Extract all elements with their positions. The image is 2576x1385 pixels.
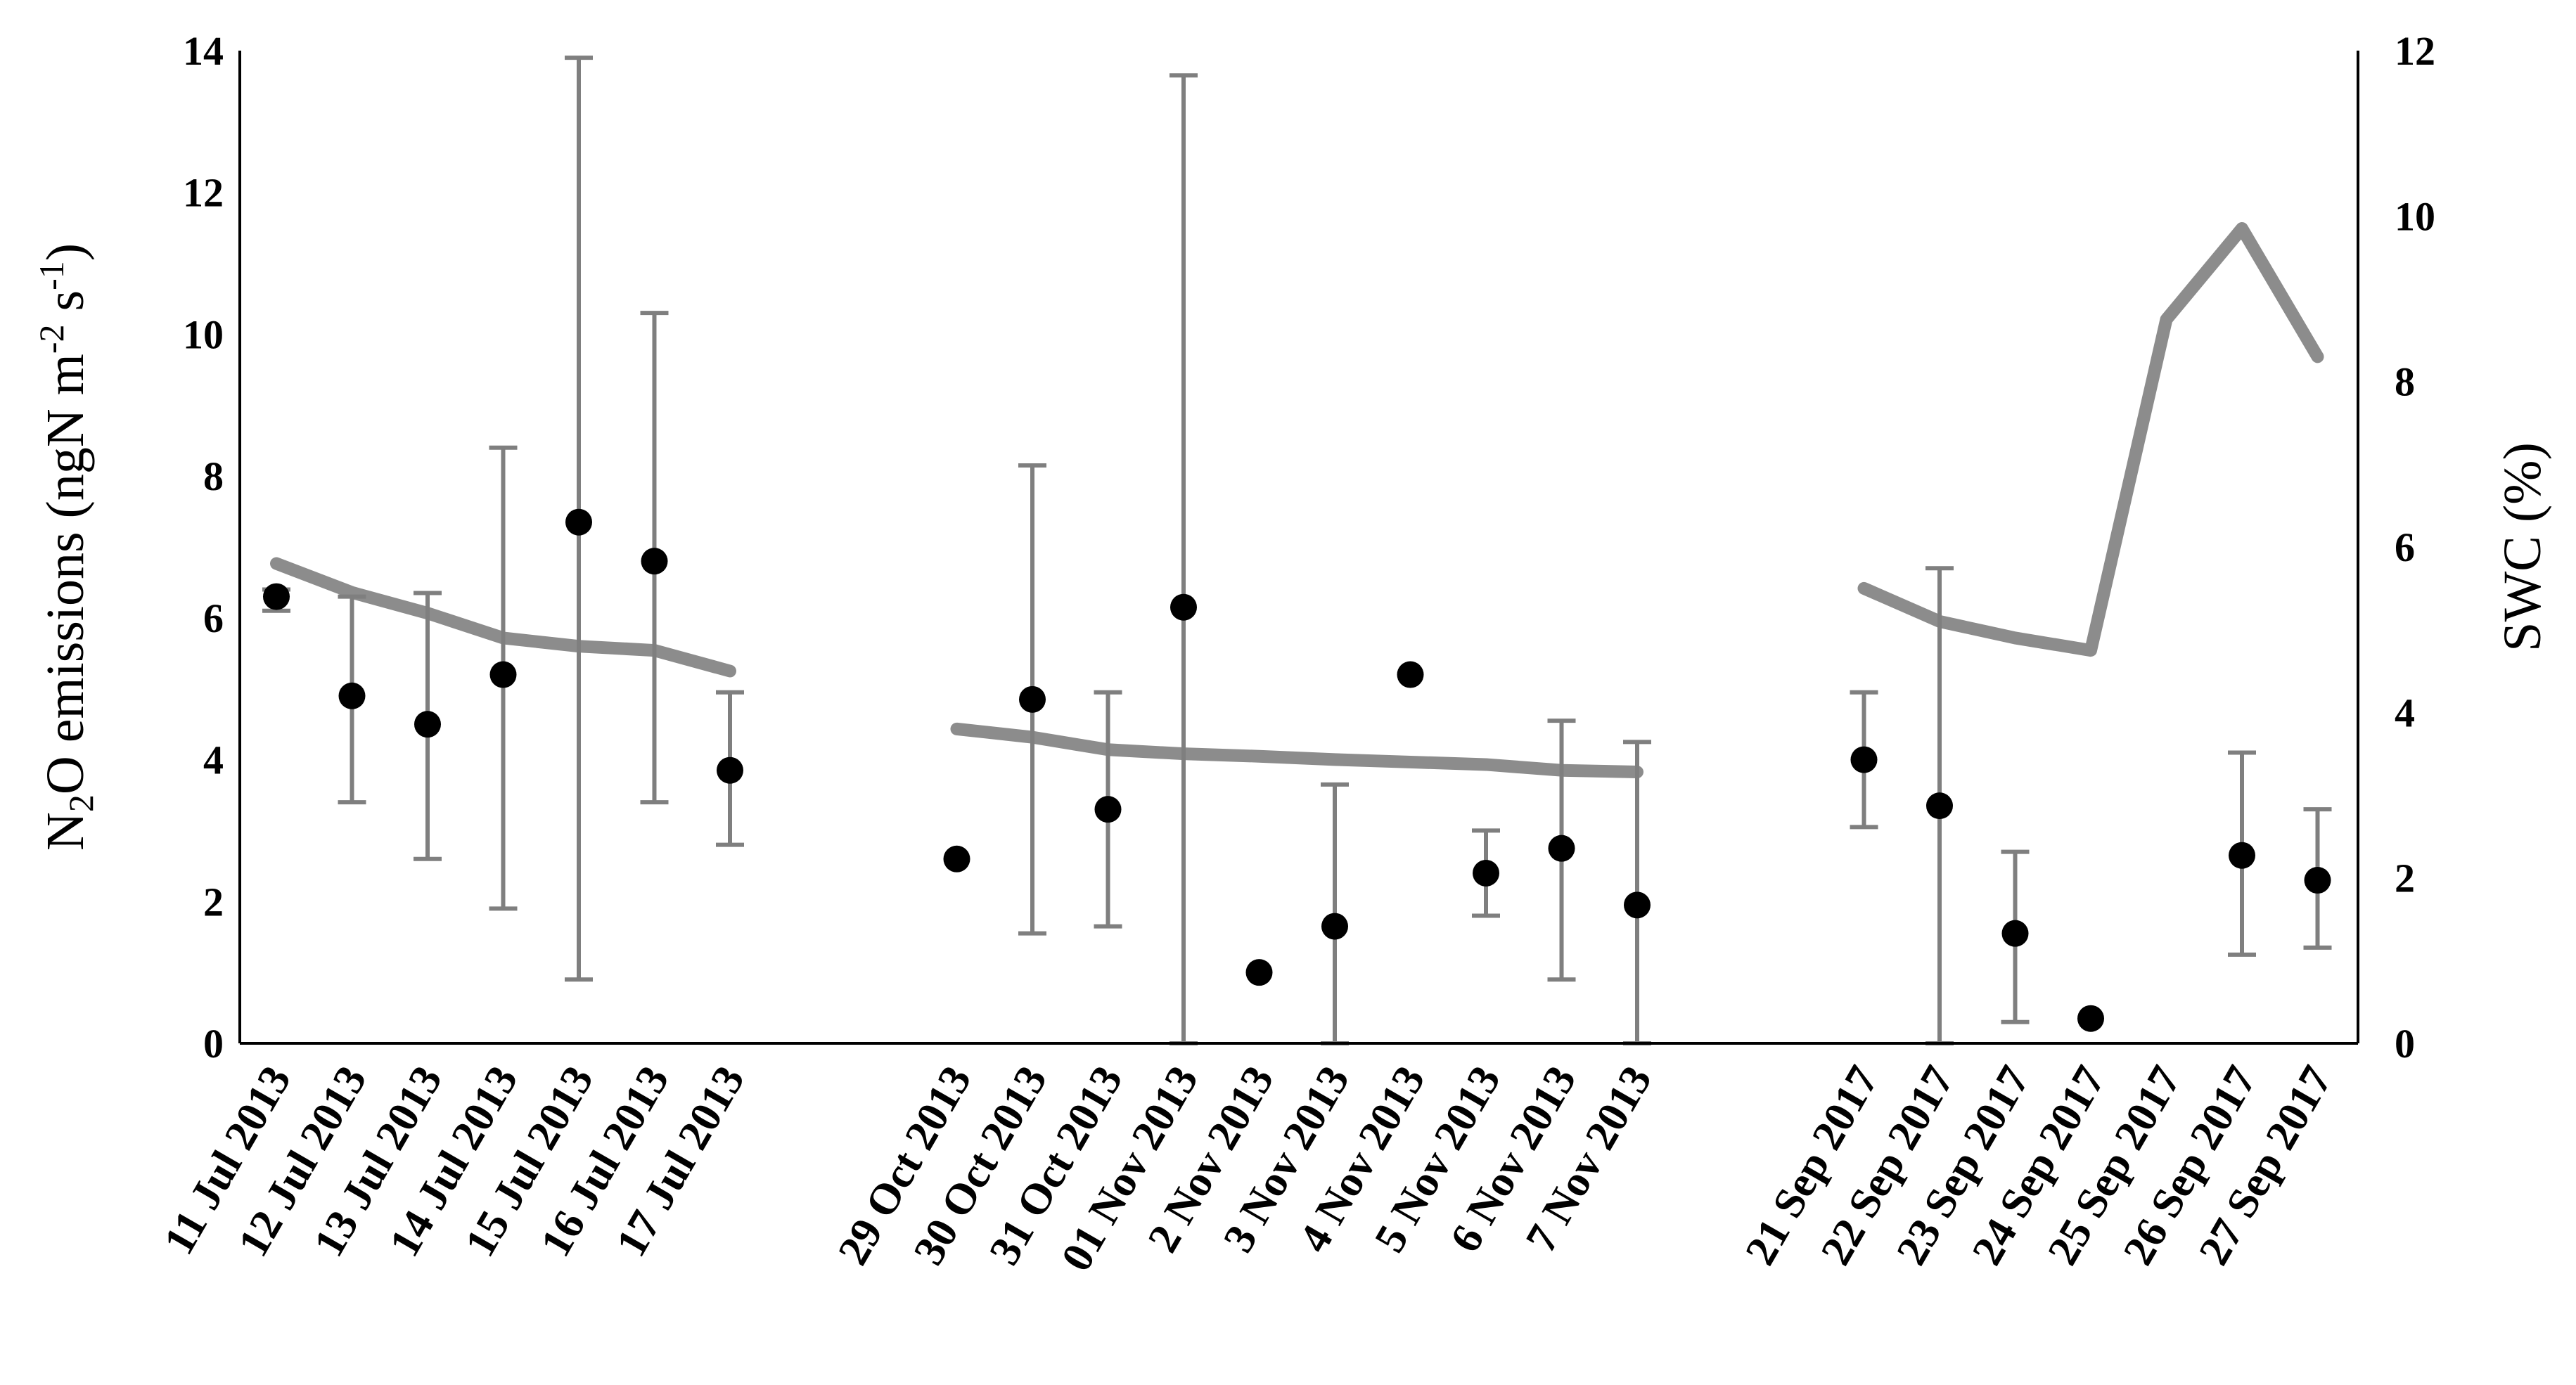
n2o-point bbox=[1170, 593, 1197, 621]
n2o-series bbox=[263, 508, 2331, 1032]
left-y-tick-label: 4 bbox=[203, 737, 224, 783]
left-y-tick-label: 0 bbox=[203, 1021, 224, 1067]
right-y-tick-label: 6 bbox=[2395, 524, 2415, 570]
n2o-point bbox=[2304, 867, 2331, 894]
n2o-point bbox=[717, 756, 743, 784]
n2o-point bbox=[263, 583, 290, 610]
right-y-tick-label: 4 bbox=[2395, 690, 2415, 735]
n2o-point bbox=[1926, 792, 1953, 820]
n2o-point bbox=[338, 682, 366, 709]
left-y-tick-label: 8 bbox=[203, 453, 224, 499]
right-y-tick-label: 0 bbox=[2395, 1021, 2415, 1067]
n2o-point bbox=[1548, 835, 1575, 862]
right-y-tick-label: 10 bbox=[2395, 193, 2435, 239]
right-y-axis-title: SWC (%) bbox=[2493, 442, 2552, 652]
n2o-point bbox=[1850, 746, 1878, 773]
right-y-tick-label: 12 bbox=[2395, 28, 2435, 74]
n2o-point bbox=[641, 548, 668, 575]
right-y-tick-label: 2 bbox=[2395, 856, 2415, 901]
left-y-tick-label: 14 bbox=[183, 28, 224, 74]
left-y-tick-label: 10 bbox=[183, 311, 224, 357]
n2o-point bbox=[489, 661, 517, 688]
n2o-point bbox=[2077, 1005, 2104, 1032]
swc-line bbox=[1857, 221, 2324, 657]
n2o-point bbox=[1019, 685, 1046, 713]
left-y-axis-title: N2O emissions (ngN m-2 s-1) bbox=[32, 243, 101, 851]
n2o-point bbox=[2229, 842, 2255, 869]
swc-line bbox=[950, 722, 1643, 779]
right-y-tick-label: 8 bbox=[2395, 359, 2415, 405]
swc-series bbox=[270, 221, 2324, 779]
axes bbox=[238, 51, 2359, 1045]
n2o-point bbox=[2001, 920, 2029, 947]
n2o-point bbox=[1397, 661, 1424, 688]
n2o-error-bars bbox=[262, 56, 2332, 1045]
n2o-point bbox=[1245, 959, 1273, 986]
n2o-point bbox=[1624, 891, 1651, 919]
left-y-tick-label: 2 bbox=[203, 879, 224, 925]
left-y-tick-label: 6 bbox=[203, 595, 224, 641]
right-y-tick-labels: 0 2 4 6 8 10 12 bbox=[2395, 28, 2435, 1067]
n2o-point bbox=[565, 508, 592, 536]
left-y-tick-labels: 0 2 4 6 8 10 12 14 bbox=[183, 28, 224, 1067]
n2o-point bbox=[1094, 796, 1122, 823]
n2o-point bbox=[1473, 859, 1499, 887]
left-y-tick-label: 12 bbox=[183, 170, 224, 216]
n2o-point bbox=[1321, 913, 1348, 940]
error-bar bbox=[1170, 73, 1198, 1045]
n2o-point bbox=[414, 711, 441, 738]
n2o-point bbox=[943, 845, 970, 872]
